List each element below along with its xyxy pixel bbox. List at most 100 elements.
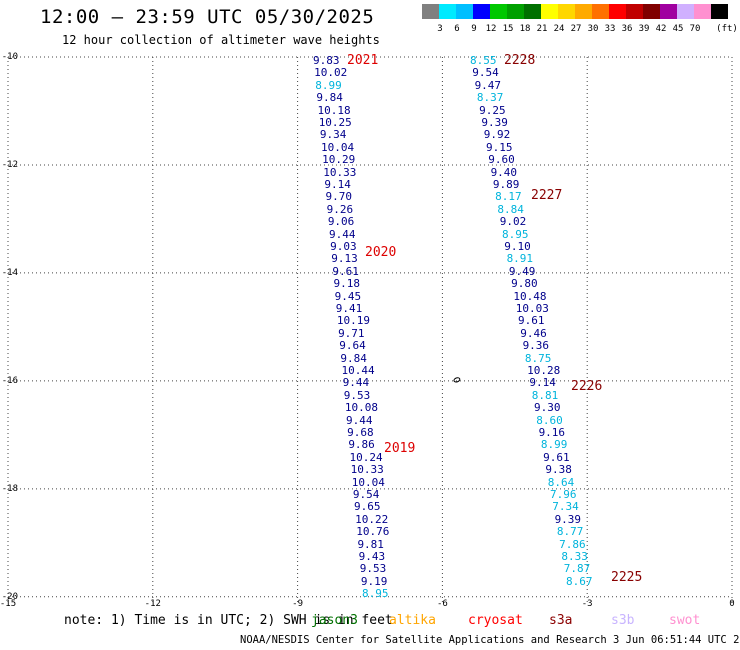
satellite-label: jason3 [311,613,358,628]
satellite-label: s3a [549,613,573,628]
swh-value: 9.45 [334,289,362,303]
swh-value: 10.04 [320,140,355,154]
swh-value: 10.19 [336,314,371,328]
swh-value: 8.75 [524,351,552,365]
legend-swatch [643,4,660,19]
legend-unit: (ft) [716,24,738,34]
legend-swatch [439,4,456,19]
legend-label: 70 [689,24,701,34]
swh-value: 9.03 [330,240,357,253]
x-tick-label: 0 [729,599,735,609]
satellite-label: altika [389,613,436,628]
swh-value: 9.44 [346,413,373,427]
x-tick-label: -9 [292,599,304,609]
swh-value: 9.43 [358,550,386,563]
swh-value: 8.33 [561,550,588,563]
swh-value: 10.02 [314,66,348,80]
swh-value: 10.44 [341,364,375,377]
swh-value: 7.96 [550,488,577,501]
y-tick-label: -18 [1,483,18,494]
legend-swatch [490,4,507,19]
swh-value: 9.41 [335,302,363,315]
swh-value: 9.40 [490,165,518,179]
footer-credit: NOAA/NESDIS Center for Satellite Applica… [240,634,740,646]
swh-value: 9.64 [339,339,366,353]
swh-value: 9.92 [483,128,511,142]
swh-value: 10.29 [322,153,356,167]
satellite-label: cryosat [468,613,523,628]
swh-value: 8.95 [502,227,529,241]
swh-value: 10.18 [317,103,351,117]
legend-label: 30 [587,24,599,34]
swh-value: 10.04 [351,475,385,489]
swh-value: 9.46 [520,326,547,340]
legend-swatch [473,4,490,19]
swh-value: 9.44 [328,227,356,241]
legend-label: 33 [604,24,616,34]
swh-value: 9.84 [316,91,343,105]
swh-value: 9.68 [347,426,374,439]
legend-label: 36 [621,24,633,34]
contour-mark [453,377,461,383]
swh-value: 10.33 [323,165,357,179]
legend-label: 24 [553,24,565,34]
swh-value: 8.17 [495,190,522,204]
swh-value: 9.30 [534,401,561,415]
swh-value: 9.49 [508,264,536,278]
swh-value: 9.26 [326,202,354,216]
swh-value: 9.18 [333,277,361,291]
swh-value: 9.71 [338,326,365,340]
x-tick-label: -3 [581,599,593,609]
pass-time-label: 2019 [384,441,416,456]
legend-swatch [507,4,524,19]
legend-label: 45 [672,24,684,34]
satellite-label: swot [669,613,701,628]
pass-time-label: 2228 [504,53,536,68]
x-tick-label: -6 [436,599,448,609]
legend-swatch [558,4,575,19]
legend-label: 27 [570,24,582,34]
swh-value: 9.86 [348,438,375,452]
note-text: note: 1) Time is in UTC; 2) SWH is in fe… [64,613,393,628]
legend-label: 15 [502,24,514,34]
swh-value: 10.33 [350,463,384,477]
legend-swatch [660,4,677,19]
swh-value: 10.48 [513,289,547,303]
swh-value: 9.89 [492,178,520,191]
swh-value: 7.86 [559,537,586,551]
legend-swatch [609,4,626,19]
swh-value: 9.61 [332,264,359,278]
swh-value: 9.13 [331,252,358,266]
y-tick-label: -16 [1,375,18,386]
swh-value: 9.16 [538,426,566,439]
swh-value: 9.34 [319,128,347,142]
swh-value: 7.34 [552,500,579,514]
pass-time-label: 2021 [347,53,379,68]
swh-value: 9.10 [504,240,531,253]
swh-value: 10.76 [356,525,390,539]
legend-swatch [711,4,728,19]
legend-swatch [694,4,711,19]
swh-value: 9.80 [511,277,538,291]
page-title: 12:00 – 23:59 UTC 05/30/2025 [40,6,375,28]
legend-label: 3 [437,24,443,34]
legend-swatch [677,4,694,19]
legend-swatch [541,4,558,19]
swh-value: 9.70 [325,190,353,204]
legend-label: 9 [471,24,477,34]
swh-value: 9.47 [474,78,502,92]
legend-swatch [524,4,541,19]
legend-label: 12 [485,24,497,34]
legend-label: 18 [519,24,531,34]
swh-value: 9.61 [543,450,570,464]
swh-value: 9.19 [360,574,388,588]
swh-value: 9.15 [486,140,513,154]
y-tick-label: -14 [1,267,18,278]
swh-value: 9.54 [472,66,499,80]
swh-value: 9.81 [357,537,384,551]
legend-swatch [575,4,592,19]
swh-value: 8.55 [470,54,497,67]
legend-swatch [626,4,643,19]
swh-value: 9.84 [340,351,367,365]
legend-swatch [456,4,473,19]
